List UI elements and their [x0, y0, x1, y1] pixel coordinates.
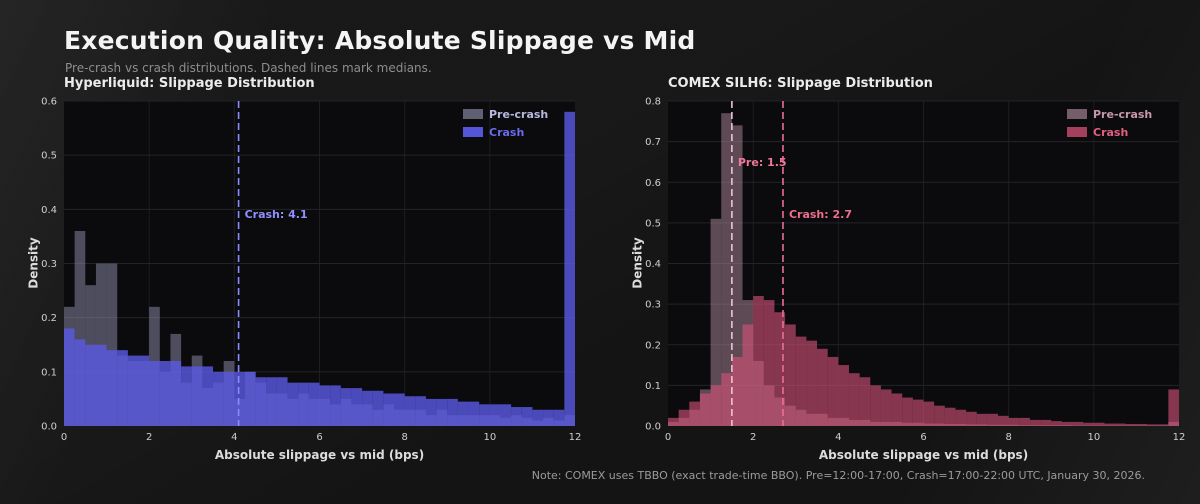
svg-text:0.8: 0.8 [645, 97, 661, 108]
comex-histogram: 0.0 0.1 0.2 0.3 0.4 0.5 0.6 0.7 0.8 0 2 4 6 8 10 12 Pre:… [645, 97, 1186, 444]
svg-text:4: 4 [835, 432, 841, 443]
svg-text:0.4: 0.4 [41, 205, 57, 216]
svg-text:0: 0 [61, 432, 67, 443]
svg-text:0.2: 0.2 [645, 340, 661, 351]
footnote: Note: COMEX uses TBBO (exact trade-time … [531, 469, 1145, 482]
y-axis-label-hyperliquid: Density [26, 237, 41, 289]
svg-text:Crash: 4.1: Crash: 4.1 [245, 208, 308, 221]
page-subtitle: Pre-crash vs crash distributions. Dashed… [65, 61, 432, 75]
svg-text:Crash: 2.7: Crash: 2.7 [789, 208, 852, 221]
svg-text:10: 10 [483, 432, 496, 443]
svg-text:Crash: Crash [489, 126, 524, 139]
chart-title-comex: COMEX SILH6: Slippage Distribution [668, 76, 933, 91]
svg-text:12: 12 [1173, 432, 1186, 443]
page-title: Execution Quality: Absolute Slippage vs … [64, 26, 696, 55]
svg-text:4: 4 [231, 432, 237, 443]
hyperliquid-histogram: 0.0 0.1 0.2 0.3 0.4 0.5 0.6 0 2 4 6 8 10 12 Crash: 4.1… [41, 97, 582, 444]
svg-text:0.6: 0.6 [41, 97, 57, 108]
svg-text:10: 10 [1087, 432, 1100, 443]
svg-text:2: 2 [146, 432, 152, 443]
svg-text:0.0: 0.0 [645, 422, 661, 433]
svg-text:Pre-crash: Pre-crash [1093, 108, 1152, 121]
svg-text:12: 12 [569, 432, 582, 443]
svg-text:Crash: Crash [1093, 126, 1128, 139]
svg-text:0.6: 0.6 [645, 178, 661, 189]
svg-text:0.5: 0.5 [41, 151, 57, 162]
svg-text:0.7: 0.7 [645, 137, 661, 148]
svg-text:2: 2 [750, 432, 756, 443]
x-axis-label-comex: Absolute slippage vs mid (bps) [818, 448, 1029, 462]
chart-title-hyperliquid: Hyperliquid: Slippage Distribution [64, 76, 315, 91]
svg-text:8: 8 [1005, 432, 1011, 443]
svg-text:0.5: 0.5 [645, 218, 661, 229]
svg-text:0.0: 0.0 [41, 422, 57, 433]
svg-text:0.1: 0.1 [645, 381, 661, 392]
svg-text:Pre-crash: Pre-crash [489, 108, 548, 121]
svg-text:0.3: 0.3 [41, 259, 57, 270]
svg-text:6: 6 [920, 432, 926, 443]
svg-text:0: 0 [665, 432, 671, 443]
y-axis-label-comex: Density [630, 237, 645, 289]
svg-text:8: 8 [401, 432, 407, 443]
svg-text:0.4: 0.4 [645, 259, 661, 270]
chart-comex: COMEX SILH6: Slippage Distribution 0.0 0.… [628, 76, 1188, 468]
chart-hyperliquid: Hyperliquid: Slippage Distribution 0.0 0.… [24, 76, 584, 468]
svg-text:0.1: 0.1 [41, 367, 57, 378]
svg-text:Pre: 1.5: Pre: 1.5 [738, 156, 787, 169]
svg-text:0.2: 0.2 [41, 313, 57, 324]
svg-text:0.3: 0.3 [645, 300, 661, 311]
x-axis-label-hyperliquid: Absolute slippage vs mid (bps) [214, 448, 425, 462]
svg-text:6: 6 [316, 432, 322, 443]
